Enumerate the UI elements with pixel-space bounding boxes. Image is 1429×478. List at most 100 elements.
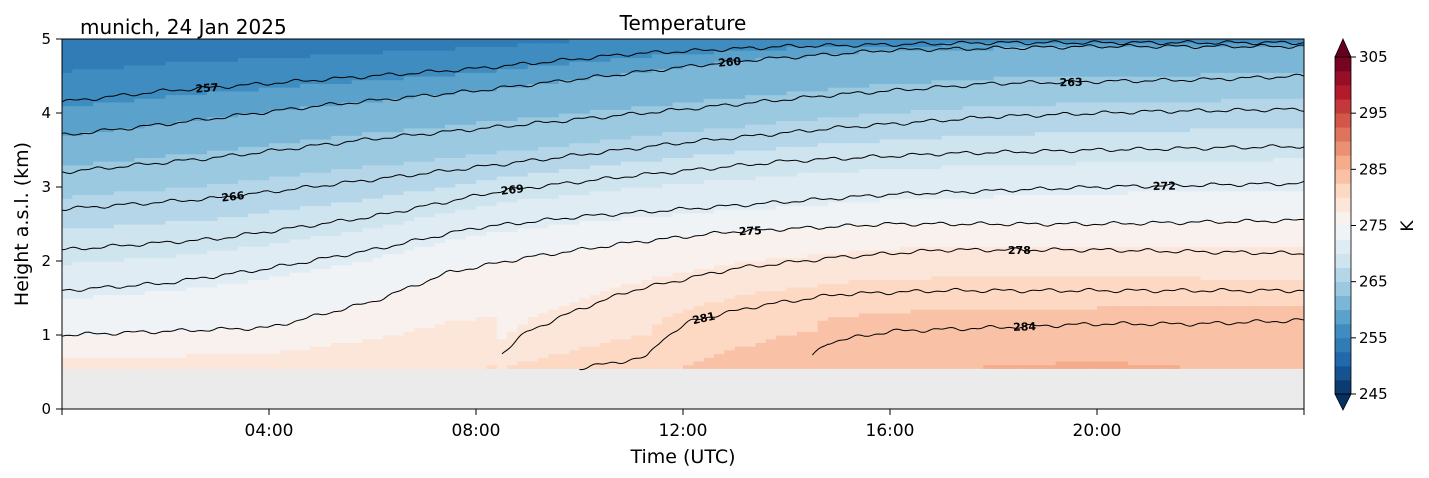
field-cell — [569, 305, 581, 310]
field-cell — [310, 64, 322, 70]
field-cell — [476, 338, 487, 343]
field-cell — [310, 246, 322, 251]
field-cell — [320, 327, 332, 332]
field-cell — [124, 301, 136, 306]
field-cell — [538, 327, 550, 332]
field-cell — [331, 168, 343, 173]
field-cell — [548, 42, 560, 47]
field-cell — [62, 127, 73, 133]
field-cell — [165, 87, 177, 92]
field-cell — [444, 224, 456, 229]
field-cell — [600, 61, 612, 66]
field-cell — [620, 360, 632, 366]
field-cell — [72, 279, 84, 284]
field-cell — [444, 61, 456, 66]
field-cell — [600, 305, 612, 310]
field-cell — [496, 227, 508, 232]
field-cell — [331, 353, 343, 358]
field-cell — [362, 194, 374, 199]
field-cell — [279, 131, 291, 136]
field-cell — [341, 298, 353, 303]
field-cell — [62, 312, 73, 318]
field-cell — [403, 46, 415, 51]
field-cell — [196, 301, 208, 306]
field-cell — [82, 305, 94, 310]
field-cell — [227, 264, 239, 269]
field-cell — [62, 231, 73, 236]
field-cell — [444, 57, 456, 62]
field-cell — [434, 46, 446, 51]
field-cell — [144, 290, 156, 295]
field-cell — [413, 220, 425, 225]
field-cell — [362, 187, 374, 192]
field-cell — [620, 94, 632, 99]
field-cell — [217, 323, 229, 329]
field-cell — [165, 79, 177, 84]
field-cell — [631, 253, 643, 258]
field-cell — [124, 224, 136, 229]
field-cell — [548, 338, 560, 343]
field-cell — [579, 201, 591, 207]
field-cell — [455, 42, 467, 47]
field-cell — [496, 316, 508, 321]
field-cell — [476, 161, 487, 166]
field-cell — [351, 201, 363, 207]
field-cell — [258, 120, 270, 125]
field-cell — [82, 161, 94, 166]
field-cell — [538, 198, 550, 203]
field-cell — [393, 275, 405, 281]
field-cell — [206, 220, 218, 225]
field-cell — [227, 364, 239, 369]
field-cell — [382, 72, 394, 77]
field-cell — [134, 83, 146, 88]
field-cell — [372, 138, 384, 144]
field-cell — [465, 168, 477, 173]
field-cell — [227, 220, 239, 225]
field-cell — [62, 76, 73, 81]
field-cell — [331, 205, 343, 210]
field-cell — [372, 216, 384, 221]
field-cell — [372, 357, 384, 362]
field-cell — [155, 353, 167, 358]
field-cell — [600, 331, 612, 336]
field-cell — [331, 335, 343, 340]
field-cell — [258, 349, 270, 355]
field-cell — [320, 264, 332, 269]
field-cell — [206, 238, 218, 244]
field-cell — [144, 283, 156, 288]
field-cell — [610, 157, 622, 162]
field-cell — [217, 79, 229, 84]
field-cell — [507, 187, 518, 192]
field-cell — [444, 187, 456, 192]
field-cell — [269, 142, 280, 147]
field-cell — [279, 216, 291, 221]
field-cell — [455, 320, 467, 325]
field-cell — [579, 79, 591, 84]
field-cell — [279, 209, 291, 214]
field-cell — [175, 39, 187, 44]
field-cell — [82, 127, 94, 133]
field-cell — [434, 116, 446, 121]
field-cell — [496, 261, 508, 266]
field-cell — [486, 231, 498, 236]
field-cell — [610, 298, 622, 303]
field-cell — [279, 168, 291, 173]
field-cell — [538, 201, 550, 207]
field-cell — [248, 146, 260, 151]
field-cell — [486, 76, 498, 81]
field-cell — [144, 179, 156, 184]
field-cell — [134, 346, 146, 351]
field-cell — [227, 153, 239, 158]
field-cell — [486, 120, 498, 125]
field-cell — [134, 268, 146, 273]
field-cell — [124, 357, 136, 362]
field-cell — [341, 353, 353, 358]
field-cell — [486, 327, 498, 332]
field-cell — [196, 105, 208, 110]
field-cell — [569, 205, 581, 210]
field-cell — [424, 79, 436, 84]
field-cell — [279, 76, 291, 81]
field-cell — [372, 209, 384, 214]
field-cell — [372, 264, 384, 269]
field-cell — [444, 113, 456, 118]
